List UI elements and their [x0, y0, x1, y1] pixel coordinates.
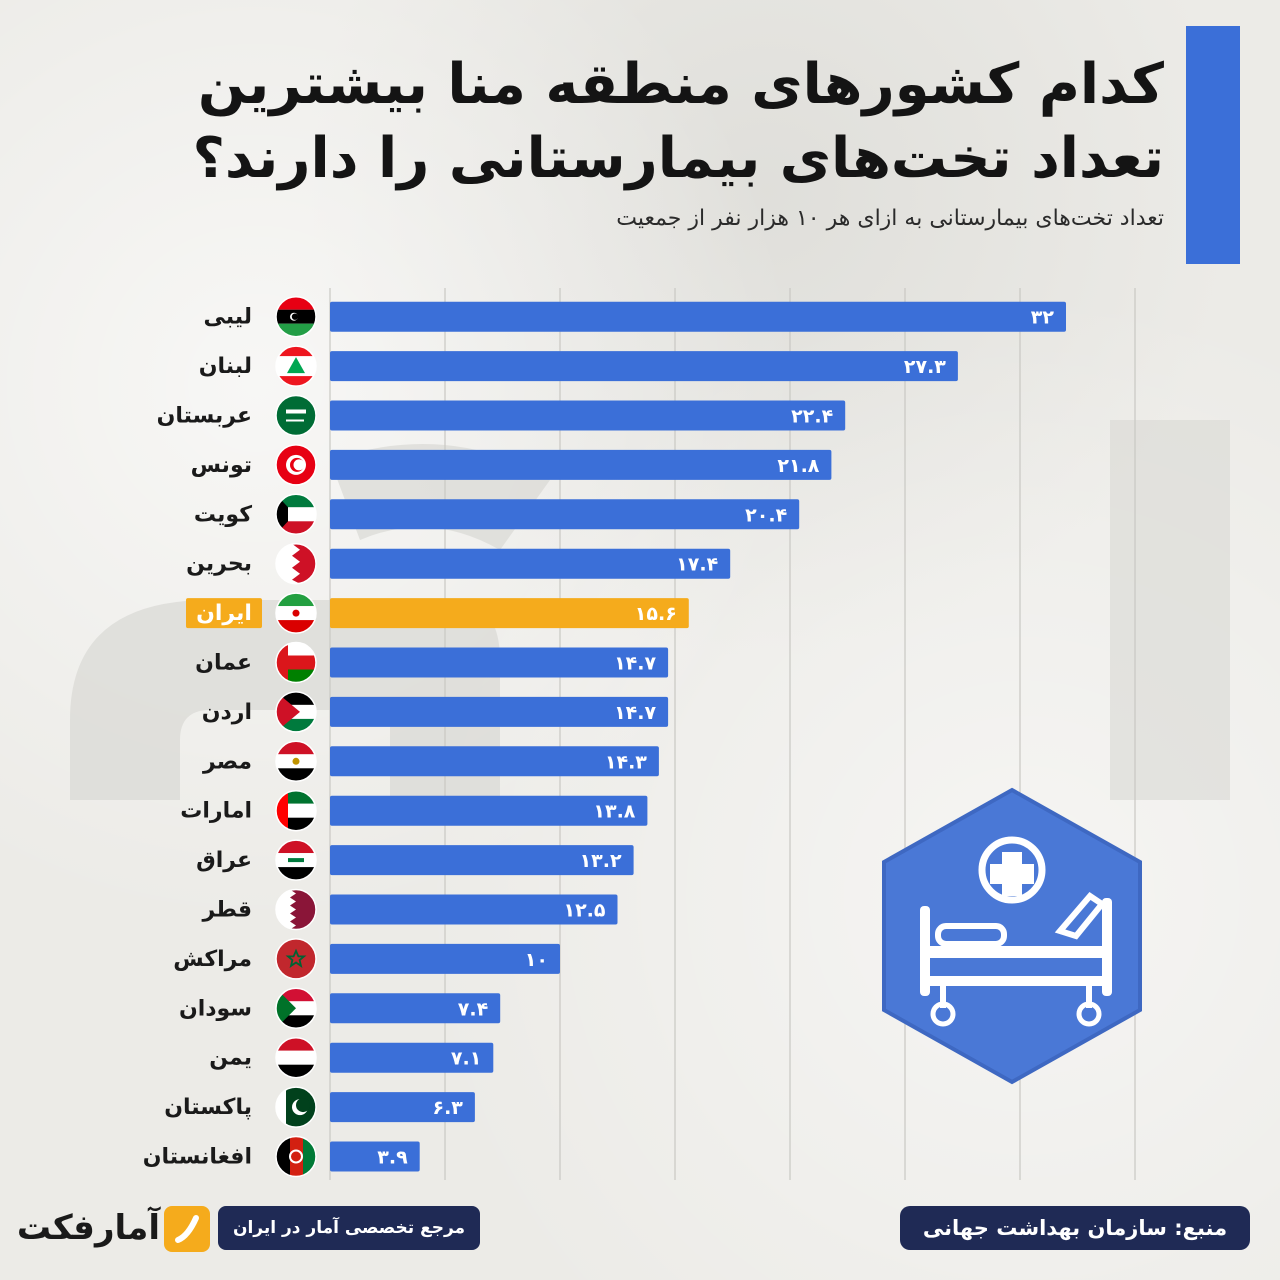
category-label: ایران — [196, 601, 252, 626]
value-label: ۱۳.۲ — [580, 850, 622, 872]
value-label: ۳۲ — [1031, 307, 1055, 329]
category-label: افغانستان — [143, 1145, 252, 1170]
category-labels: لیبی لبنان عربستان تونس کویت بحرین ایران عمان ار… — [143, 305, 262, 1170]
category-label: یمن — [209, 1046, 252, 1071]
category-label: کویت — [194, 502, 252, 527]
category-label: بحرین — [186, 552, 252, 577]
bar — [330, 1141, 420, 1172]
category-label: لیبی — [204, 305, 252, 330]
value-label: ۷.۴ — [458, 998, 488, 1020]
bar — [330, 993, 501, 1024]
value-label: ۱۴.۳ — [605, 751, 647, 773]
accent-bar — [1186, 26, 1240, 264]
hospital-bed-icon — [882, 787, 1142, 1085]
bar — [330, 598, 689, 629]
source-badge: منبع: سازمان بهداشت جهانی — [900, 1206, 1250, 1250]
bar — [330, 647, 669, 678]
bar — [330, 943, 560, 974]
flag-icon — [275, 592, 317, 634]
value-label: ۲۱.۸ — [777, 455, 819, 477]
category-label: مراکش — [173, 947, 252, 972]
flag-icon — [275, 888, 317, 931]
flag-icon — [275, 789, 317, 832]
bars: ۳۲ ۲۷.۳ ۲۲.۴ ۲۱.۸ ۲۰.۴ ۱۷.۴ ۱۵.۶ ۱۴.۷ ۱۴.۷ ۱۴.۳ ۱۳… — [330, 301, 1066, 1172]
bar — [330, 746, 659, 777]
bar — [330, 499, 800, 530]
brand-name: آمارفکت — [16, 1208, 160, 1248]
category-label: پاکستان — [164, 1095, 252, 1120]
flag-icon — [275, 691, 317, 733]
category-label: اردن — [202, 700, 252, 725]
value-label: ۲۰.۴ — [745, 504, 787, 526]
category-label: تونس — [191, 453, 252, 478]
flag-icon — [275, 740, 317, 783]
category-label: سودان — [179, 996, 252, 1021]
value-label: ۳.۹ — [377, 1147, 408, 1169]
flag-icon — [275, 295, 317, 338]
bar — [330, 548, 731, 579]
value-label: ۱۴.۷ — [614, 702, 656, 724]
bar — [330, 795, 648, 826]
flag-icon — [275, 1086, 317, 1128]
flags — [275, 295, 317, 1178]
flag-icon — [275, 641, 317, 684]
category-label: عربستان — [157, 404, 252, 429]
bar — [330, 1092, 475, 1123]
value-label: ۱۴.۷ — [614, 653, 656, 675]
chart-subtitle: تعداد تخت‌های بیمارستانی به ازای هر ۱۰ ه… — [616, 206, 1164, 231]
bar — [330, 1042, 494, 1073]
category-label: قطر — [201, 898, 252, 923]
flag-icon — [275, 1135, 317, 1178]
brand-tagline: مرجع تخصصی آمار در ایران — [218, 1206, 480, 1250]
value-label: ۲۲.۴ — [791, 406, 833, 428]
value-label: ۱۷.۴ — [676, 554, 718, 576]
value-label: ۶.۳ — [432, 1097, 463, 1119]
bar — [330, 301, 1066, 332]
bar-chart: ۳۲ ۲۷.۳ ۲۲.۴ ۲۱.۸ ۲۰.۴ ۱۷.۴ ۱۵.۶ ۱۴.۷ ۱۴.۷ ۱۴.۳ ۱۳… — [143, 288, 1136, 1180]
flag-icon — [275, 493, 317, 536]
value-label: ۱۵.۶ — [635, 603, 677, 625]
chart-title: کدام کشورهای منطقه منا بیشترین تعداد تخت… — [192, 52, 1164, 191]
value-label: ۱۲.۵ — [563, 900, 605, 922]
category-label: عراق — [196, 848, 252, 873]
brand-logo-icon — [164, 1206, 210, 1252]
value-label: ۷.۱ — [451, 1048, 481, 1070]
flag-icon — [275, 345, 317, 387]
bar — [330, 449, 832, 480]
flag-icon — [275, 542, 317, 585]
flag-icon — [275, 1036, 317, 1079]
category-label: مصر — [202, 749, 252, 774]
flag-icon — [275, 938, 317, 980]
bar — [330, 400, 846, 431]
category-label: امارات — [180, 799, 252, 824]
category-label: عمان — [195, 651, 252, 676]
value-label: ۱۳.۸ — [593, 801, 635, 823]
value-label: ۱۰ — [525, 949, 548, 971]
bar — [330, 845, 634, 876]
flag-icon — [275, 987, 317, 1030]
value-label: ۲۷.۳ — [904, 356, 946, 378]
highlight-label-bg — [186, 598, 262, 629]
grid-lines — [329, 288, 1136, 1180]
category-label: لبنان — [199, 354, 252, 379]
flag-icon — [275, 444, 317, 486]
bar — [330, 696, 669, 727]
bar — [330, 351, 958, 382]
flag-icon — [275, 839, 317, 881]
flag-icon — [275, 394, 317, 437]
bar — [330, 894, 618, 925]
